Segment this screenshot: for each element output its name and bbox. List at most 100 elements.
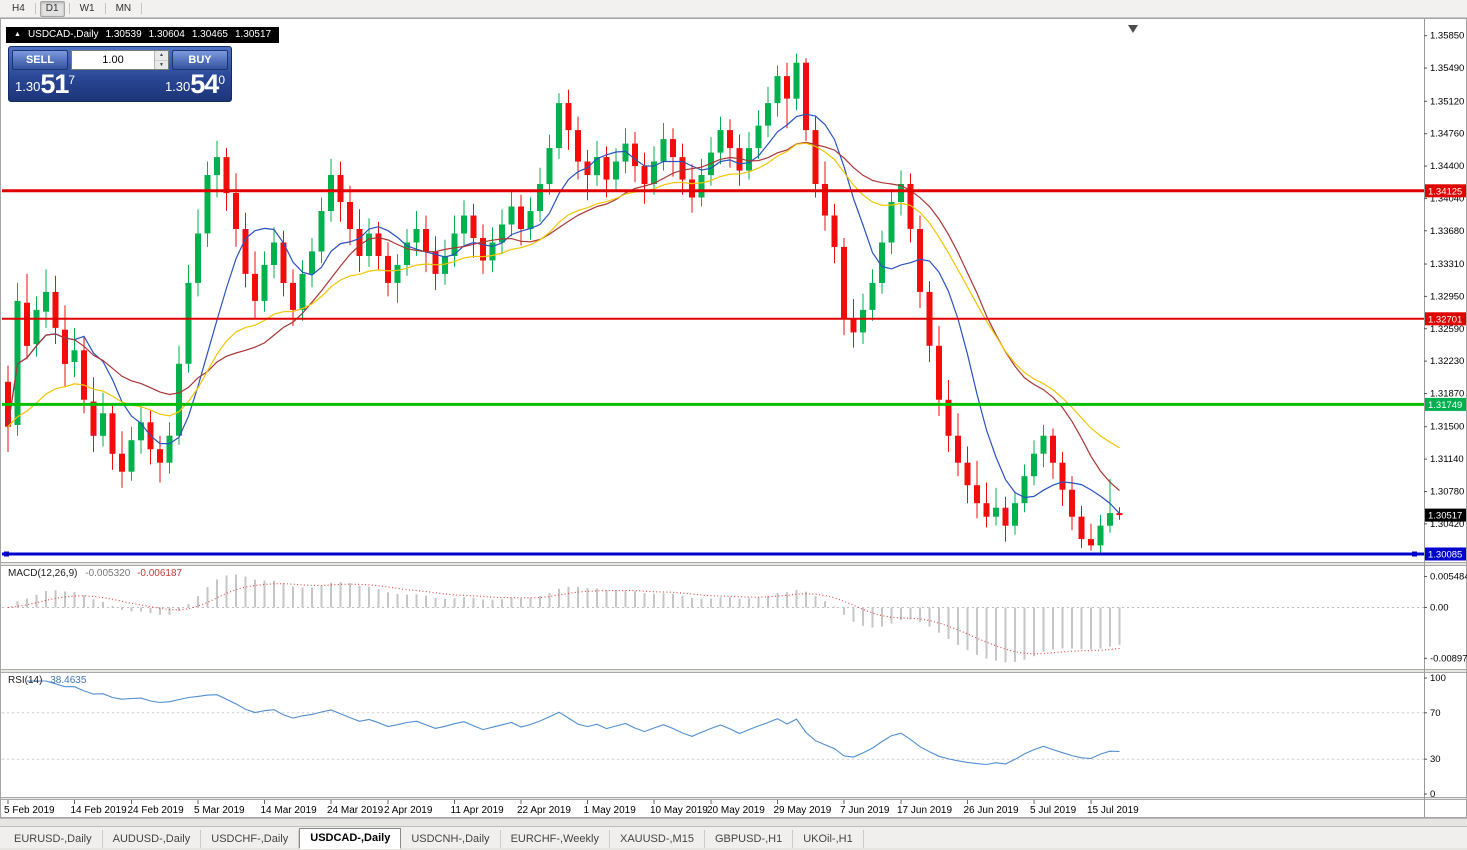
macd-signal-value: -0.006187 bbox=[137, 568, 183, 579]
timeframe-toolbar: H4 D1 W1 MN bbox=[0, 0, 1467, 18]
tab-gbpusd-h1[interactable]: GBPUSD-,H1 bbox=[705, 830, 794, 848]
svg-text:1.31140: 1.31140 bbox=[1430, 454, 1464, 465]
svg-text:2 Apr 2019: 2 Apr 2019 bbox=[384, 805, 433, 816]
macd-main-value: -0.005320 bbox=[85, 568, 131, 579]
chart-canvas[interactable]: 1.35850 1.35490 1.35120 1.34760 1.34400 1.340… bbox=[0, 18, 1467, 818]
macd-name: MACD(12,26,9) bbox=[8, 568, 78, 579]
svg-text:1.33310: 1.33310 bbox=[1430, 259, 1464, 270]
svg-text:1.34040: 1.34040 bbox=[1430, 193, 1464, 204]
svg-text:100: 100 bbox=[1430, 673, 1446, 684]
timeframe-d1-button[interactable]: D1 bbox=[39, 0, 65, 17]
ask-big-figure: 1.30 bbox=[164, 79, 191, 94]
chart-tabs: EURUSD-,Daily AUDUSD-,Daily USDCHF-,Dail… bbox=[0, 826, 1467, 849]
svg-text:1 May 2019: 1 May 2019 bbox=[584, 805, 637, 816]
bid-pips: 51 bbox=[40, 69, 69, 99]
svg-text:1.31870: 1.31870 bbox=[1430, 388, 1464, 399]
svg-text:7 Jun 2019: 7 Jun 2019 bbox=[840, 805, 890, 816]
svg-text:1.31749: 1.31749 bbox=[1428, 400, 1462, 411]
timeframe-w1-button[interactable]: W1 bbox=[79, 2, 95, 14]
sell-button[interactable]: SELL bbox=[12, 50, 68, 70]
low-value: 1.30465 bbox=[191, 29, 228, 40]
svg-text:1.34400: 1.34400 bbox=[1430, 161, 1464, 172]
svg-text:1.30517: 1.30517 bbox=[1428, 511, 1462, 522]
chart-window: 1.35850 1.35490 1.35120 1.34760 1.34400 1.340… bbox=[0, 18, 1467, 818]
high-value: 1.30604 bbox=[148, 29, 185, 40]
volume-increase-button[interactable]: ▲ bbox=[155, 51, 168, 61]
svg-text:24 Mar 2019: 24 Mar 2019 bbox=[327, 805, 384, 816]
svg-text:26 Jun 2019: 26 Jun 2019 bbox=[964, 805, 1019, 816]
tab-usdcnh-daily[interactable]: USDCNH-,Daily bbox=[401, 830, 501, 848]
rsi-indicator-label: RSI(14) 38.4635 bbox=[8, 675, 86, 686]
ask-price[interactable]: 1.30 54 0 bbox=[163, 71, 227, 98]
svg-text:1.30085: 1.30085 bbox=[1428, 549, 1462, 560]
svg-text:5 Jul 2019: 5 Jul 2019 bbox=[1030, 805, 1077, 816]
svg-text:1.32230: 1.32230 bbox=[1430, 356, 1464, 367]
svg-text:1.35120: 1.35120 bbox=[1430, 96, 1464, 107]
volume-box: ▲ ▼ bbox=[71, 50, 169, 70]
svg-text:14 Feb 2019: 14 Feb 2019 bbox=[71, 805, 128, 816]
svg-text:-0.008973: -0.008973 bbox=[1430, 653, 1467, 664]
svg-text:11 Apr 2019: 11 Apr 2019 bbox=[451, 805, 505, 816]
one-click-trading-panel: SELL ▲ ▼ BUY 1.30 51 7 1.30 bbox=[8, 46, 232, 102]
rsi-value: 38.4635 bbox=[50, 675, 87, 686]
timeframe-mn-button[interactable]: MN bbox=[115, 2, 132, 14]
svg-text:1.30780: 1.30780 bbox=[1430, 486, 1464, 497]
svg-text:1.34125: 1.34125 bbox=[1428, 186, 1462, 197]
ohlc-info-bar: ▲ USDCAD-,Daily 1.30539 1.30604 1.30465 … bbox=[6, 27, 280, 43]
svg-text:0.00: 0.00 bbox=[1430, 603, 1449, 614]
rsi-name: RSI(14) bbox=[8, 675, 43, 686]
svg-text:1.35850: 1.35850 bbox=[1430, 31, 1464, 42]
close-value: 1.30517 bbox=[234, 29, 272, 40]
svg-text:1.34760: 1.34760 bbox=[1430, 129, 1464, 140]
svg-text:0.005484: 0.005484 bbox=[1430, 571, 1467, 582]
tab-eurchf-weekly[interactable]: EURCHF-,Weekly bbox=[501, 830, 610, 848]
up-triangle-icon: ▲ bbox=[14, 31, 21, 38]
svg-text:17 Jun 2019: 17 Jun 2019 bbox=[897, 805, 952, 816]
toolbar-separator bbox=[34, 3, 36, 14]
macd-indicator-label: MACD(12,26,9) -0.005320 -0.006187 bbox=[8, 568, 182, 579]
svg-text:70: 70 bbox=[1430, 708, 1441, 719]
svg-text:1.32950: 1.32950 bbox=[1430, 291, 1464, 302]
tab-ukoil-h1[interactable]: UKOil-,H1 bbox=[793, 830, 864, 848]
svg-text:29 May 2019: 29 May 2019 bbox=[774, 805, 832, 816]
svg-text:1.30420: 1.30420 bbox=[1430, 519, 1464, 530]
volume-decrease-button[interactable]: ▼ bbox=[155, 60, 168, 69]
window-splitter[interactable] bbox=[0, 818, 1467, 826]
ask-pips: 54 bbox=[190, 69, 219, 99]
tab-usdchf-daily[interactable]: USDCHF-,Daily bbox=[201, 830, 300, 848]
svg-text:22 Apr 2019: 22 Apr 2019 bbox=[517, 805, 571, 816]
svg-text:15 Jul 2019: 15 Jul 2019 bbox=[1087, 805, 1139, 816]
open-value: 1.30539 bbox=[105, 29, 142, 40]
toolbar-separator bbox=[141, 3, 143, 14]
bid-point: 7 bbox=[68, 73, 76, 87]
svg-text:1.32701: 1.32701 bbox=[1428, 314, 1462, 325]
bid-price[interactable]: 1.30 51 7 bbox=[13, 71, 77, 98]
svg-text:1.32590: 1.32590 bbox=[1430, 324, 1464, 335]
volume-spinner: ▲ ▼ bbox=[154, 51, 168, 69]
tab-audusd-daily[interactable]: AUDUSD-,Daily bbox=[103, 830, 202, 848]
svg-text:0: 0 bbox=[1430, 789, 1435, 800]
window-bottom-edge bbox=[0, 848, 1467, 850]
toolbar-separator bbox=[68, 3, 70, 14]
svg-text:1.31500: 1.31500 bbox=[1430, 422, 1464, 433]
svg-text:1.35490: 1.35490 bbox=[1430, 63, 1464, 74]
buy-button[interactable]: BUY bbox=[172, 50, 228, 70]
bid-big-figure: 1.30 bbox=[15, 79, 41, 94]
ask-point: 0 bbox=[218, 73, 225, 87]
svg-text:14 Mar 2019: 14 Mar 2019 bbox=[261, 805, 318, 816]
svg-text:30: 30 bbox=[1430, 754, 1441, 765]
svg-text:20 May 2019: 20 May 2019 bbox=[707, 805, 765, 816]
volume-input[interactable] bbox=[72, 51, 154, 69]
svg-text:5 Feb 2019: 5 Feb 2019 bbox=[4, 805, 55, 816]
svg-text:1.33680: 1.33680 bbox=[1430, 226, 1464, 237]
svg-text:5 Mar 2019: 5 Mar 2019 bbox=[194, 805, 245, 816]
tab-usdcad-daily[interactable]: USDCAD-,Daily bbox=[299, 828, 402, 849]
svg-text:10 May 2019: 10 May 2019 bbox=[650, 805, 708, 816]
chart-symbol-period: USDCAD-,Daily bbox=[27, 29, 99, 40]
tab-xauusd-m15[interactable]: XAUUSD-,M15 bbox=[610, 830, 705, 848]
tab-eurusd-daily[interactable]: EURUSD-,Daily bbox=[4, 830, 103, 848]
timeframe-h4-button[interactable]: H4 bbox=[12, 2, 25, 14]
svg-text:24 Feb 2019: 24 Feb 2019 bbox=[128, 805, 185, 816]
toolbar-separator bbox=[104, 3, 106, 14]
